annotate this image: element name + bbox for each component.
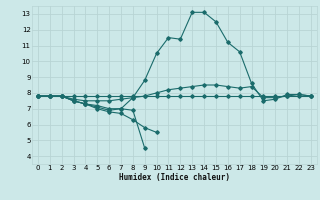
X-axis label: Humidex (Indice chaleur): Humidex (Indice chaleur) <box>119 173 230 182</box>
